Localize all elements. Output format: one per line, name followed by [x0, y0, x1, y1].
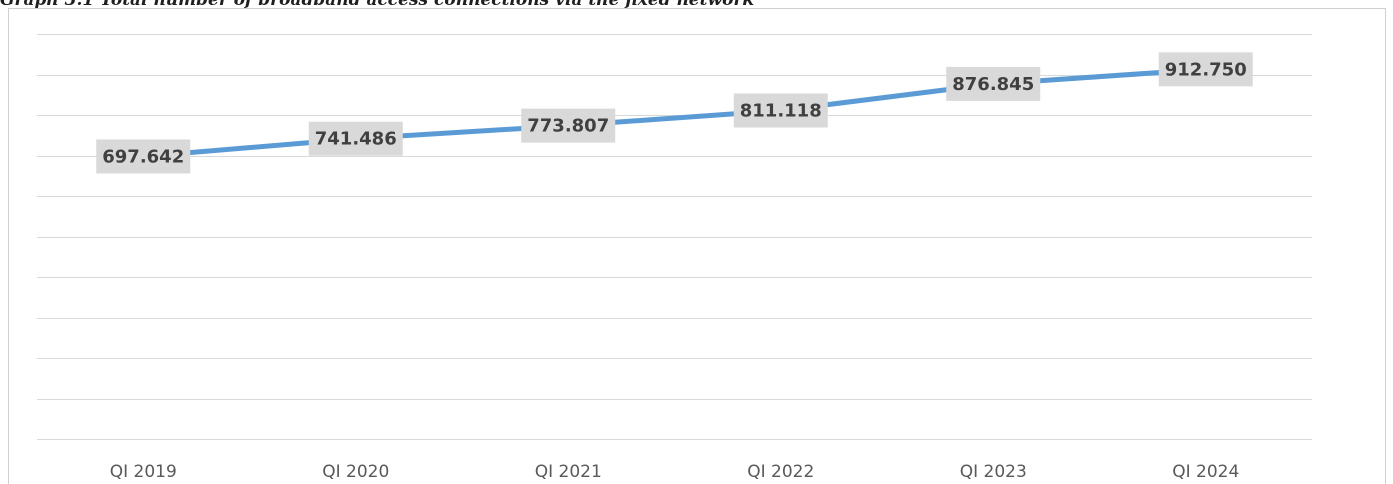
data-label: 912.750: [1158, 52, 1253, 87]
data-label-box: [521, 108, 616, 143]
series-line: [140, 66, 1209, 159]
x-tick-label: QI 2020: [322, 462, 389, 482]
data-labels: 697.642 741.486 773.807 811.118 876.845 912.7…: [96, 52, 1253, 174]
data-label: 773.807: [521, 108, 616, 143]
data-label-box: [733, 93, 828, 128]
data-label-value: 741.486: [315, 129, 397, 150]
data-label-box: [1158, 52, 1253, 87]
data-label: 697.642: [96, 139, 191, 174]
data-label-value: 773.807: [527, 116, 609, 137]
gridlines: [37, 34, 1312, 440]
chart-caption: Graph 3.1 Total number of broadband acce…: [0, 0, 755, 10]
data-label-box: [96, 139, 191, 174]
data-label-box: [308, 121, 403, 156]
data-label: 811.118: [733, 93, 828, 128]
data-label-value: 697.642: [102, 146, 184, 167]
data-label-box: [946, 66, 1041, 101]
x-tick-label: QI 2024: [1172, 462, 1239, 482]
data-label-value: 876.845: [952, 74, 1034, 95]
data-label: 876.845: [946, 66, 1041, 101]
data-label: 741.486: [308, 121, 403, 156]
series-line-group: [140, 66, 1209, 159]
x-tick-label: QI 2022: [747, 462, 814, 482]
x-tick-label: QI 2023: [960, 462, 1027, 482]
x-tick-label: QI 2019: [110, 462, 177, 482]
data-label-value: 912.750: [1165, 59, 1247, 80]
x-axis-tick-labels: QI 2019 QI 2020 QI 2021 QI 2022 QI 2023 QI 20…: [110, 462, 1240, 482]
chart-frame: [8, 8, 1386, 484]
x-tick-label: QI 2021: [535, 462, 602, 482]
data-label-value: 811.118: [740, 100, 822, 121]
